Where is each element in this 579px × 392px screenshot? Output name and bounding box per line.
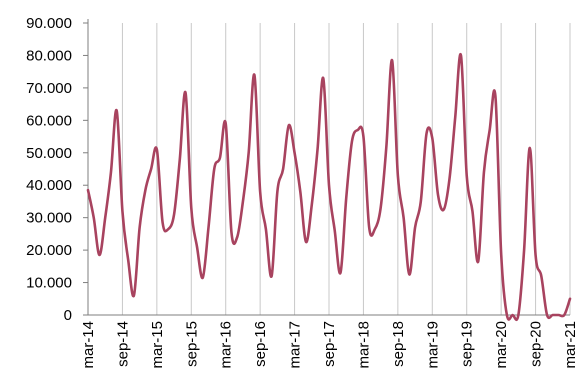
x-tick-label: mar-14 — [80, 321, 97, 369]
y-tick-label: 90.000 — [26, 15, 72, 32]
x-tick-label: mar-19 — [424, 321, 441, 369]
y-tick-label: 50.000 — [26, 145, 72, 162]
y-tick-label: 20.000 — [26, 242, 72, 259]
series-layer — [86, 52, 572, 322]
y-axis-tick-labels: 0 10.000 20.000 30.000 40.000 50.000 60.000 70.… — [26, 15, 72, 324]
x-tick-label: sep-16 — [252, 321, 269, 367]
x-tick-label: mar-16 — [218, 321, 235, 369]
x-tick-label: mar-18 — [355, 321, 372, 369]
x-tick-label: sep-19 — [459, 321, 476, 367]
x-tick-label: sep-18 — [390, 321, 407, 367]
x-tick-label: sep-17 — [321, 321, 338, 367]
x-tick-label: mar-21 — [562, 321, 579, 369]
x-tick-label: mar-15 — [149, 321, 166, 369]
y-tick-label: 60.000 — [26, 112, 72, 129]
x-tick-label: sep-14 — [114, 321, 131, 367]
y-tick-label: 0 — [64, 307, 72, 324]
x-axis-tick-labels: mar-14 sep-14 mar-15 sep-15 mar-16 sep-16 mar-… — [80, 321, 579, 369]
x-tick-label: sep-15 — [183, 321, 200, 367]
y-tick-label: 10.000 — [26, 275, 72, 292]
x-tick-label: mar-20 — [493, 321, 510, 369]
y-tick-label: 40.000 — [26, 177, 72, 194]
y-tick-label: 80.000 — [26, 47, 72, 64]
y-tick-label: 30.000 — [26, 210, 72, 227]
series-line — [86, 52, 572, 322]
axes — [83, 19, 570, 316]
x-tick-label: mar-17 — [287, 321, 304, 369]
y-tick-label: 70.000 — [26, 80, 72, 97]
x-tick-label: sep-20 — [528, 321, 545, 367]
